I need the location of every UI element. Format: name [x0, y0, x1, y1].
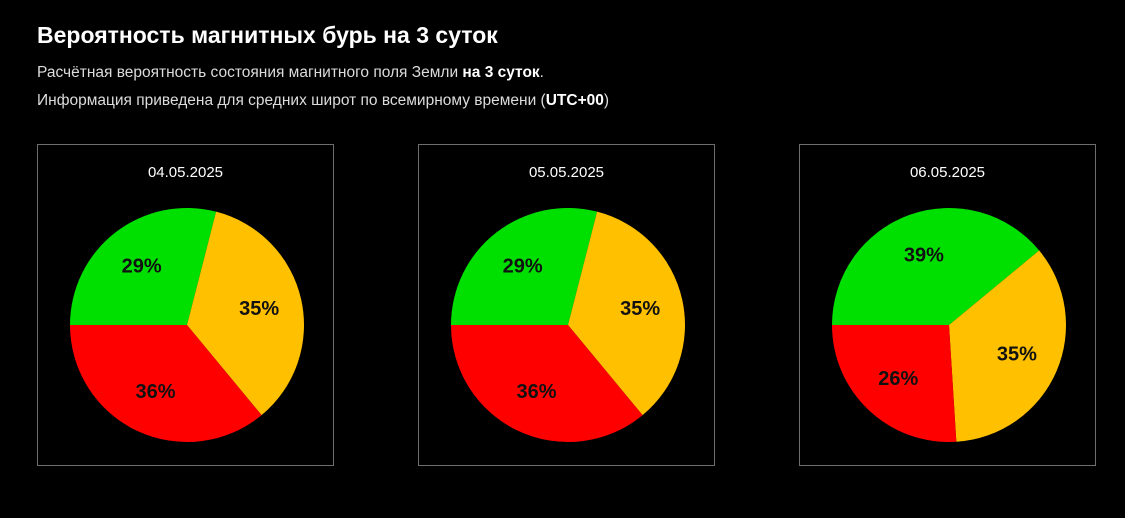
pie-slice-yellow [949, 250, 1067, 442]
pie-chart-day-2: 29% 35% 36% [451, 208, 685, 443]
description-line-1-end: . [539, 64, 544, 81]
pie-slice-label-yellow: 35% [620, 298, 660, 320]
pie-slice-label-red: 36% [516, 381, 556, 403]
pie-slice-green [451, 208, 598, 325]
description-line-1-text: Расчётная вероятность состояния магнитно… [37, 64, 463, 81]
pie-slice-label-green: 29% [503, 256, 543, 278]
pie-slice-green [832, 207, 1040, 325]
description-line-2: Информация приведена для средних широт п… [37, 91, 609, 111]
pie-slice-green [70, 208, 217, 325]
description-line-2-text: Информация приведена для средних широт п… [37, 92, 546, 109]
pie-slice-label-yellow: 35% [239, 298, 279, 320]
pie-chart-day-1: 29% 35% 36% [70, 208, 304, 443]
chart-card-day-2: 05.05.2025 29% 35% 36% [418, 144, 715, 466]
page-title: Вероятность магнитных бурь на 3 суток [37, 22, 498, 48]
description-line-1: Расчётная вероятность состояния магнитно… [37, 63, 544, 83]
chart-card-day-3: 06.05.2025 39% 35% 26% [799, 144, 1096, 466]
description-line-2-end: ) [603, 92, 610, 109]
pie-slice-label-red: 36% [135, 381, 175, 403]
pie-slice-label-yellow: 35% [997, 343, 1037, 365]
pie-slice-yellow [568, 211, 685, 416]
pie-chart-day-3: 39% 35% 26% [832, 207, 1067, 443]
pie-slice-label-green: 39% [904, 244, 944, 266]
pie-slice-red [70, 325, 262, 443]
description-line-2-emphasis: UTC+00 [545, 92, 604, 109]
chart-date-day-3: 06.05.2025 [909, 164, 986, 181]
pie-slice-red [451, 325, 643, 443]
pie-slice-label-red: 26% [878, 368, 918, 390]
pie-slice-red [832, 325, 957, 443]
chart-date-day-1: 04.05.2025 [147, 164, 224, 181]
pie-slice-label-green: 29% [122, 256, 162, 278]
chart-date-day-2: 05.05.2025 [528, 164, 605, 181]
chart-card-day-1: 04.05.2025 29% 35% 36% [37, 144, 334, 466]
pie-slice-yellow [187, 211, 304, 416]
description-line-1-emphasis: на 3 суток [462, 64, 540, 81]
